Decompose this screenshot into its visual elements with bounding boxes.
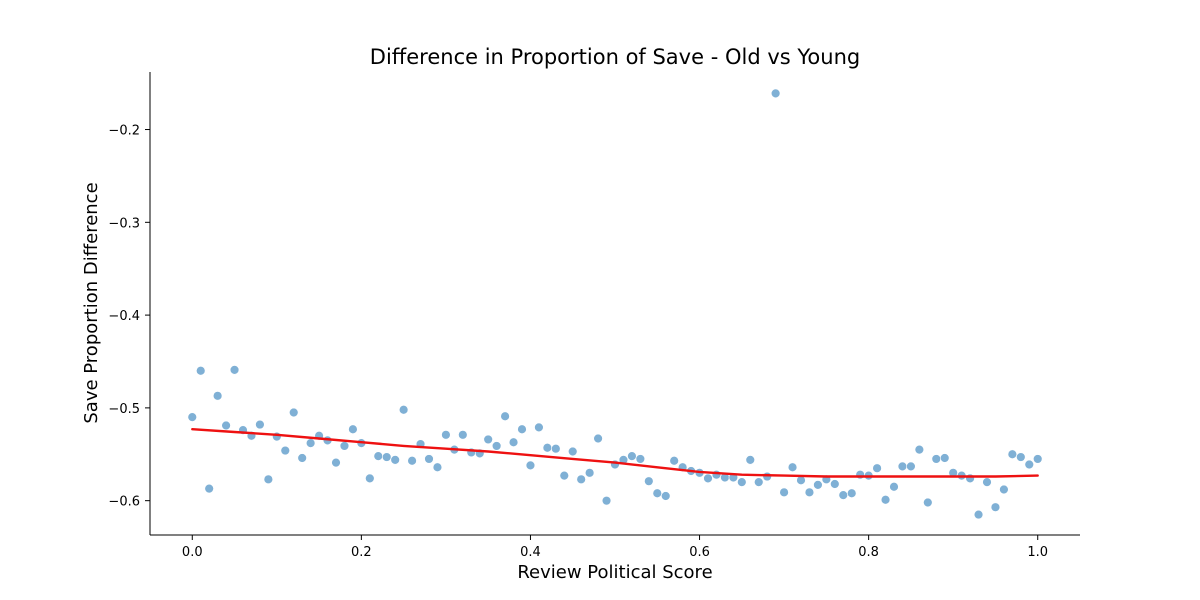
x-tick-label: 0.6	[689, 545, 710, 560]
scatter-point	[542, 443, 553, 453]
scatter-point	[500, 411, 510, 421]
y-tick-label: −0.6	[108, 495, 140, 510]
scatter-point	[339, 441, 350, 451]
trend-line	[191, 428, 1039, 478]
scatter-point	[593, 433, 603, 444]
scatter-point	[441, 430, 451, 440]
scatter-point	[432, 462, 443, 472]
scatter-point	[855, 469, 865, 480]
scatter-point	[770, 88, 781, 99]
x-axis-label: Review Political Score	[517, 562, 712, 583]
scatter-point	[584, 468, 595, 478]
scatter-point	[703, 473, 713, 484]
scatter-point	[847, 488, 857, 498]
x-tick-label: 0.8	[858, 545, 879, 560]
x-tick-label: 0.4	[520, 545, 541, 560]
scatter-point	[923, 497, 933, 508]
scatter-point	[897, 461, 908, 472]
scatter-point	[906, 461, 916, 472]
scatter-point	[1016, 452, 1026, 462]
scatter-point	[838, 490, 848, 500]
scatter-point	[424, 454, 434, 464]
scatter-point	[652, 488, 662, 498]
scatter-point	[813, 480, 823, 490]
scatter-point	[305, 438, 316, 448]
y-tick-label: −0.2	[108, 124, 140, 139]
scatter-point	[458, 430, 468, 440]
y-tick-label: −0.4	[108, 309, 140, 324]
scatter-point	[559, 470, 569, 481]
scatter-point	[914, 444, 925, 455]
scatter-point	[196, 366, 206, 376]
scatter-point	[331, 457, 341, 468]
scatter-point	[1033, 454, 1043, 464]
scatter-point	[491, 441, 502, 451]
scatter-point	[661, 491, 671, 501]
scatter-point	[745, 455, 755, 465]
scatter-point	[576, 474, 586, 485]
scatter-point	[348, 424, 358, 434]
scatter-point	[990, 502, 1001, 512]
scatter-point	[931, 454, 941, 464]
scatter-point	[999, 484, 1009, 495]
scatter-point	[804, 487, 815, 498]
y-tick-label: −0.5	[108, 402, 140, 417]
scatter-point	[365, 473, 375, 484]
scatter-point	[601, 495, 612, 506]
scatter-point	[1007, 449, 1018, 459]
scatter-point	[779, 487, 789, 498]
scatter-point	[830, 479, 840, 489]
scatter-point	[280, 445, 290, 456]
scatter-point	[872, 463, 882, 473]
scatter-point	[982, 477, 992, 487]
chart-title: Difference in Proportion of Save - Old v…	[370, 45, 860, 69]
scatter-point	[297, 453, 307, 463]
trend-line-group	[191, 428, 1039, 478]
y-axis-label: Save Proportion Difference	[81, 182, 102, 423]
scatter-point	[635, 454, 646, 464]
scatter-point	[483, 434, 493, 445]
scatter-point	[289, 407, 299, 418]
scatter-point	[711, 469, 722, 480]
x-tick-label: 0.0	[182, 545, 203, 560]
scatter-point	[382, 452, 392, 462]
scatter-point	[889, 482, 899, 492]
scatter-point	[534, 422, 544, 433]
scatter-point	[525, 460, 536, 471]
scatter-point	[212, 391, 223, 401]
scatter-point	[407, 456, 417, 466]
y-tick-label: −0.3	[108, 216, 140, 231]
scatter-point	[568, 446, 578, 457]
scatter-point	[644, 476, 654, 486]
scatter-point	[669, 456, 679, 466]
scatter-point	[1024, 459, 1034, 470]
scatter-point	[187, 412, 197, 422]
scatter-points	[187, 88, 1043, 520]
scatter-point	[762, 471, 772, 482]
scatter-point	[627, 451, 637, 461]
scatter-point	[754, 477, 764, 487]
scatter-point	[737, 477, 747, 487]
scatter-point	[787, 462, 798, 472]
scatter-point	[940, 453, 950, 463]
scatter-point	[255, 419, 265, 430]
scatter-point	[508, 437, 519, 447]
scatter-point	[221, 420, 231, 431]
scatter-point	[263, 474, 274, 485]
scatter-point	[551, 444, 561, 454]
scatter-point	[880, 495, 891, 505]
scatter-point	[229, 365, 240, 375]
scatter-point	[204, 483, 214, 494]
x-tick-label: 1.0	[1027, 545, 1048, 560]
axis-ticks: 0.0 0.2 0.4 0.6 0.8 1.0 −0.6 −0.5 −0.4 −0.3 −0.2	[108, 124, 1048, 560]
scatter-point	[373, 451, 383, 461]
scatter-point	[398, 405, 409, 415]
scatter-point	[390, 455, 400, 465]
scatter-point	[517, 424, 527, 434]
x-tick-label: 0.2	[351, 545, 372, 560]
scatter-point	[973, 509, 984, 520]
